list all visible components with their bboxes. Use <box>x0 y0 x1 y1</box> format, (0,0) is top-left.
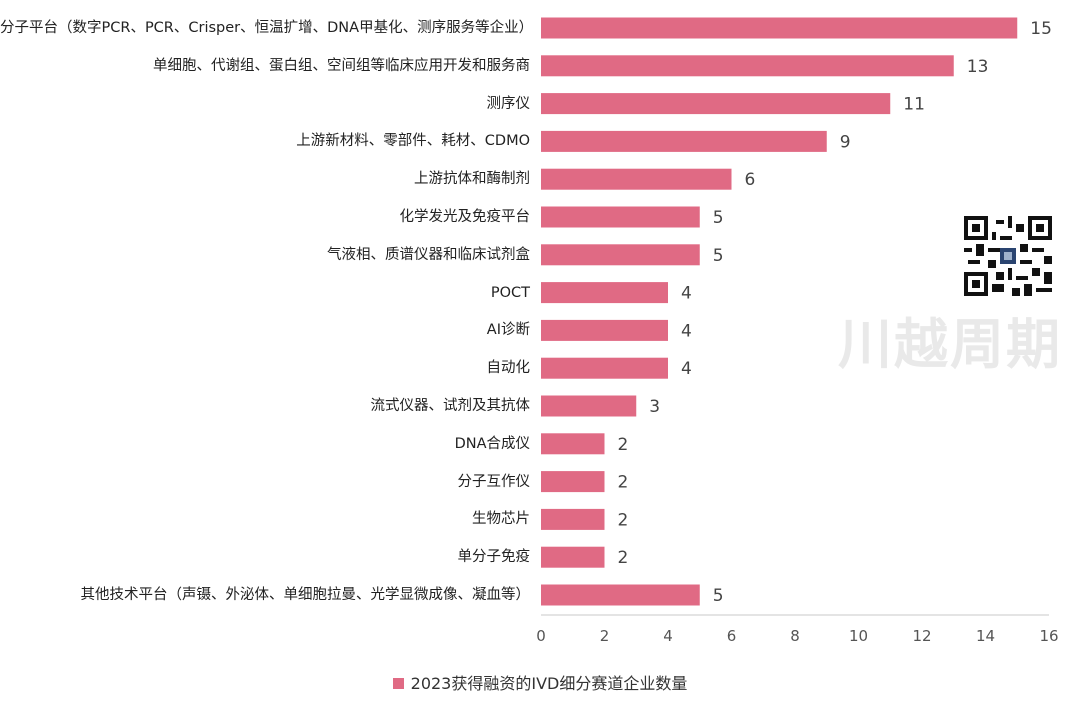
bar-9 <box>541 357 668 379</box>
category-label-13: 生物芯片 <box>472 511 530 528</box>
data-label-13: 2 <box>618 510 629 530</box>
bar-15 <box>541 584 700 606</box>
data-label-6: 5 <box>713 246 724 266</box>
data-label-12: 2 <box>618 473 629 493</box>
category-label-3: 上游新材料、零部件、耗材、CDMO <box>296 133 530 150</box>
category-label-6: 气液相、质谱仪器和临床试剂盒 <box>327 246 530 263</box>
category-label-15: 其他技术平台（声镊、外泌体、单细胞拉曼、光学显微成像、凝血等） <box>80 587 531 603</box>
bar-1 <box>541 55 954 77</box>
category-label-9: 自动化 <box>486 360 531 377</box>
category-label-0: 分子平台（数字PCR、PCR、Crisper、恒温扩增、DNA甲基化、测序服务等… <box>0 20 534 36</box>
category-label-14: 单分子免疫 <box>457 549 531 566</box>
data-label-4: 6 <box>745 170 756 190</box>
data-label-2: 11 <box>903 95 925 115</box>
data-label-14: 2 <box>618 548 629 568</box>
data-label-5: 5 <box>713 208 724 228</box>
bar-13 <box>541 508 605 530</box>
data-label-10: 3 <box>649 397 660 417</box>
bar-11 <box>541 433 605 455</box>
data-label-1: 13 <box>967 57 989 77</box>
category-label-5: 化学发光及免疫平台 <box>399 209 531 225</box>
bar-8 <box>541 319 668 341</box>
bar-4 <box>541 168 732 190</box>
bar-12 <box>541 471 605 493</box>
bar-14 <box>541 546 605 568</box>
data-label-0: 15 <box>1030 19 1052 39</box>
data-label-9: 4 <box>681 359 692 379</box>
x-tick-label-8: 16 <box>1039 627 1059 645</box>
bar-10 <box>541 395 637 417</box>
watermark: 川越周期 <box>838 313 1062 376</box>
data-label-3: 9 <box>840 132 851 152</box>
x-tick-label-1: 2 <box>599 627 610 645</box>
x-tick-label-5: 10 <box>848 627 869 645</box>
bar-6 <box>541 244 700 266</box>
bar-5 <box>541 206 700 228</box>
bar-3 <box>541 130 827 152</box>
bar-2 <box>541 93 891 115</box>
data-label-7: 4 <box>681 284 692 304</box>
category-label-8: AI诊断 <box>486 322 530 339</box>
qr-code-icon <box>964 216 1052 296</box>
legend-swatch <box>392 678 404 689</box>
data-label-15: 5 <box>713 586 724 606</box>
legend-label: 2023获得融资的IVD细分赛道企业数量 <box>410 674 688 693</box>
x-tick-label-0: 0 <box>536 627 546 645</box>
x-tick-label-6: 12 <box>912 627 932 645</box>
category-label-2: 测序仪 <box>486 95 531 112</box>
x-tick-label-2: 4 <box>663 627 673 645</box>
legend: 2023获得融资的IVD细分赛道企业数量 <box>0 670 1080 694</box>
bar-7 <box>541 282 668 304</box>
data-label-11: 2 <box>618 435 629 455</box>
bar-0 <box>541 17 1018 39</box>
x-tick-label-7: 14 <box>975 627 996 645</box>
category-label-10: 流式仪器、试剂及其抗体 <box>370 398 531 414</box>
data-label-8: 4 <box>681 321 692 341</box>
category-label-12: 分子互作仪 <box>457 473 531 490</box>
x-tick-label-3: 6 <box>726 627 737 645</box>
category-label-7: POCT <box>490 284 530 301</box>
x-tick-label-4: 8 <box>790 627 800 645</box>
category-label-1: 单细胞、代谢组、蛋白组、空间组等临床应用开发和服务商 <box>153 57 530 74</box>
category-label-11: DNA合成仪 <box>454 435 530 452</box>
category-label-4: 上游抗体和酶制剂 <box>414 171 530 188</box>
